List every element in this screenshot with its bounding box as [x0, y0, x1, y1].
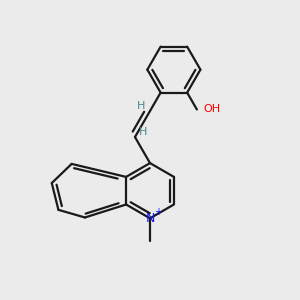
Text: OH: OH — [203, 104, 220, 115]
Text: +: + — [154, 207, 162, 217]
Text: H: H — [140, 127, 148, 137]
Text: N: N — [145, 212, 155, 225]
Text: H: H — [137, 101, 146, 111]
